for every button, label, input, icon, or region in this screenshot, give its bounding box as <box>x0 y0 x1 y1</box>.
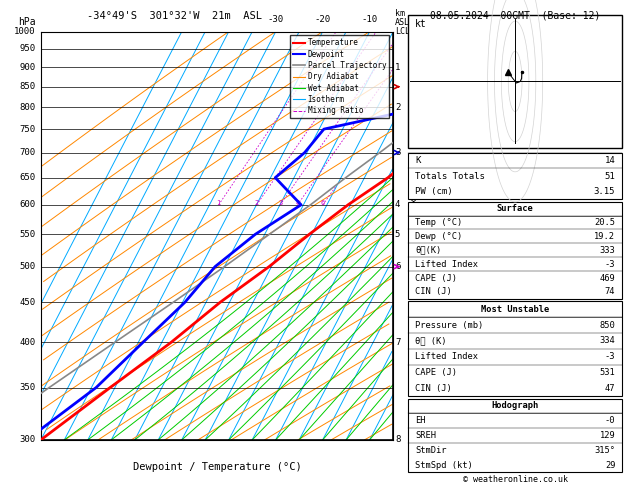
Bar <box>408 399 622 472</box>
Text: Hodograph: Hodograph <box>491 401 539 410</box>
Text: 531: 531 <box>599 368 615 377</box>
Text: 3: 3 <box>395 148 400 157</box>
Text: StmSpd (kt): StmSpd (kt) <box>415 461 473 469</box>
Text: 850: 850 <box>599 320 615 330</box>
Text: Totals Totals: Totals Totals <box>415 172 485 181</box>
Text: 950: 950 <box>19 45 36 53</box>
Text: PW (cm): PW (cm) <box>415 187 453 196</box>
Text: Mixing Ratio (g/kg): Mixing Ratio (g/kg) <box>408 188 417 283</box>
Text: 29: 29 <box>605 461 615 469</box>
Bar <box>408 301 622 396</box>
Text: hPa: hPa <box>18 17 36 27</box>
Text: 1: 1 <box>395 63 400 72</box>
Text: 8: 8 <box>395 435 400 444</box>
Text: 500: 500 <box>19 262 36 271</box>
Text: 333: 333 <box>599 246 615 255</box>
Text: Pressure (mb): Pressure (mb) <box>415 320 483 330</box>
Bar <box>408 202 622 299</box>
Text: SREH: SREH <box>415 431 436 440</box>
Text: 900: 900 <box>19 63 36 72</box>
Text: 1000: 1000 <box>14 27 36 36</box>
Text: -30: -30 <box>268 15 284 24</box>
Text: 08.05.2024  00GMT  (Base: 12): 08.05.2024 00GMT (Base: 12) <box>430 11 600 21</box>
Text: 350: 350 <box>19 383 36 392</box>
Text: -0: -0 <box>605 416 615 425</box>
Text: kt: kt <box>415 19 426 30</box>
Text: K: K <box>415 156 420 165</box>
Text: CIN (J): CIN (J) <box>415 287 452 296</box>
Text: -10: -10 <box>362 15 377 24</box>
Text: θᴀ(K): θᴀ(K) <box>415 246 441 255</box>
Bar <box>408 15 622 148</box>
Text: θᴀ (K): θᴀ (K) <box>415 336 447 346</box>
Text: © weatheronline.co.uk: © weatheronline.co.uk <box>463 474 567 484</box>
Text: StmDir: StmDir <box>415 446 447 455</box>
Text: Dewpoint / Temperature (°C): Dewpoint / Temperature (°C) <box>133 462 301 472</box>
Text: 469: 469 <box>599 274 615 282</box>
Text: Lifted Index: Lifted Index <box>415 352 478 361</box>
Text: EH: EH <box>415 416 425 425</box>
Text: Lifted Index: Lifted Index <box>415 260 478 269</box>
Text: km
ASL: km ASL <box>395 9 410 27</box>
Text: 4: 4 <box>395 200 400 209</box>
Text: 750: 750 <box>19 124 36 134</box>
Text: 19.2: 19.2 <box>594 232 615 241</box>
Text: -20: -20 <box>314 15 331 24</box>
Text: 7: 7 <box>395 338 400 347</box>
Text: 6: 6 <box>321 200 325 207</box>
Text: 74: 74 <box>605 287 615 296</box>
Text: 550: 550 <box>19 230 36 239</box>
Text: 600: 600 <box>19 200 36 209</box>
Text: CAPE (J): CAPE (J) <box>415 368 457 377</box>
Bar <box>408 153 622 199</box>
Text: -34°49'S  301°32'W  21m  ASL: -34°49'S 301°32'W 21m ASL <box>87 11 262 21</box>
Text: Dewp (°C): Dewp (°C) <box>415 232 462 241</box>
Text: 315°: 315° <box>594 446 615 455</box>
Text: Temp (°C): Temp (°C) <box>415 218 462 227</box>
Text: 47: 47 <box>605 383 615 393</box>
Text: Most Unstable: Most Unstable <box>481 305 549 314</box>
Text: 3: 3 <box>278 200 282 207</box>
Text: 2: 2 <box>255 200 259 207</box>
Text: 3.15: 3.15 <box>594 187 615 196</box>
Text: 20.5: 20.5 <box>594 218 615 227</box>
Text: 1: 1 <box>216 200 221 207</box>
Text: 334: 334 <box>599 336 615 346</box>
Text: Surface: Surface <box>497 204 533 213</box>
Text: 5: 5 <box>395 230 400 239</box>
Text: 450: 450 <box>19 298 36 307</box>
Legend: Temperature, Dewpoint, Parcel Trajectory, Dry Adiabat, Wet Adiabat, Isotherm, Mi: Temperature, Dewpoint, Parcel Trajectory… <box>290 35 389 118</box>
Text: 14: 14 <box>604 156 615 165</box>
Text: 400: 400 <box>19 338 36 347</box>
Text: 129: 129 <box>599 431 615 440</box>
Text: 850: 850 <box>19 82 36 91</box>
Text: 800: 800 <box>19 103 36 112</box>
Text: CAPE (J): CAPE (J) <box>415 274 457 282</box>
Text: 2: 2 <box>395 103 400 112</box>
Text: 300: 300 <box>19 435 36 444</box>
Text: 700: 700 <box>19 148 36 157</box>
Text: -3: -3 <box>605 260 615 269</box>
Text: -3: -3 <box>605 352 615 361</box>
Text: 4: 4 <box>296 200 299 207</box>
Text: CIN (J): CIN (J) <box>415 383 452 393</box>
Text: 650: 650 <box>19 173 36 182</box>
Text: 6: 6 <box>395 262 400 271</box>
Text: LCL: LCL <box>395 27 410 36</box>
Text: 51: 51 <box>604 172 615 181</box>
